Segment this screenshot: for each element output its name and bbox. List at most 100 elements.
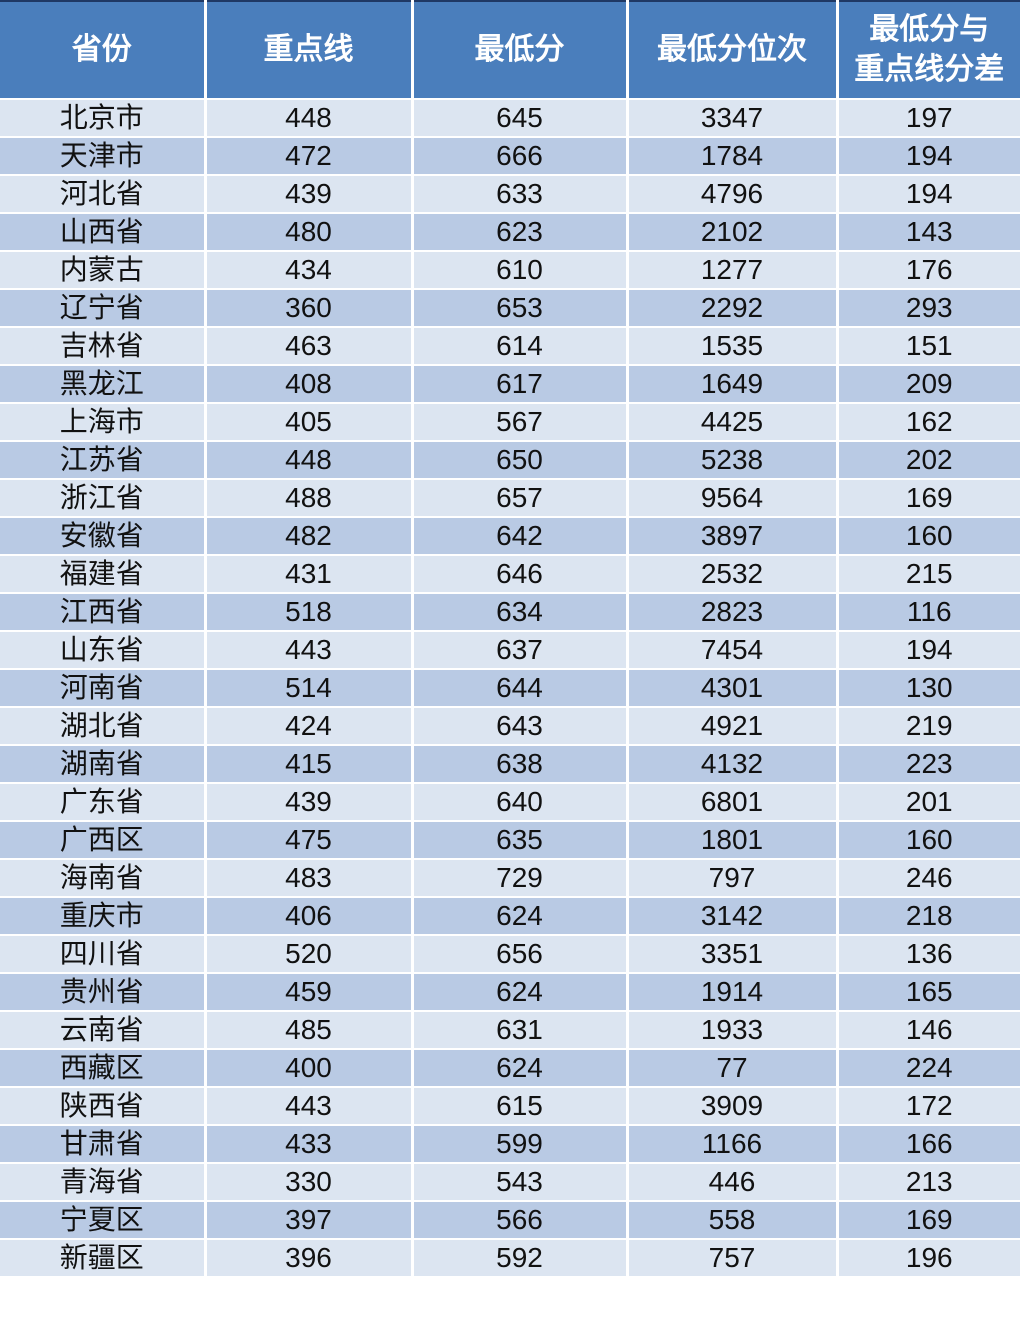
table-row: 宁夏区 397 566 558 169 (0, 1200, 1020, 1240)
score-diff-cell: 169 (835, 478, 1020, 518)
min-score-cell: 543 (410, 1162, 629, 1202)
score-diff-cell: 218 (835, 896, 1020, 936)
province-cell: 吉林省 (0, 326, 207, 366)
table-row: 四川省 520 656 3351 136 (0, 934, 1020, 974)
min-score-cell: 645 (410, 98, 629, 138)
province-cell: 河北省 (0, 174, 207, 214)
min-rank-cell: 1933 (625, 1010, 839, 1050)
min-rank-cell: 4921 (625, 706, 839, 746)
key-line-cell: 448 (203, 98, 414, 138)
score-diff-cell: 224 (835, 1048, 1020, 1088)
table-row: 江苏省 448 650 5238 202 (0, 440, 1020, 480)
province-cell: 宁夏区 (0, 1200, 207, 1240)
min-rank-cell: 757 (625, 1238, 839, 1276)
min-score-cell: 640 (410, 782, 629, 822)
key-line-cell: 330 (203, 1162, 414, 1202)
key-line-cell: 439 (203, 782, 414, 822)
min-rank-cell: 2292 (625, 288, 839, 328)
score-diff-cell: 160 (835, 516, 1020, 556)
table-row: 上海市 405 567 4425 162 (0, 402, 1020, 442)
table-row: 天津市 472 666 1784 194 (0, 136, 1020, 176)
province-cell: 甘肃省 (0, 1124, 207, 1164)
key-line-cell: 463 (203, 326, 414, 366)
key-line-cell: 448 (203, 440, 414, 480)
min-rank-cell: 6801 (625, 782, 839, 822)
score-diff-cell: 194 (835, 630, 1020, 670)
min-rank-cell: 9564 (625, 478, 839, 518)
score-diff-cell: 209 (835, 364, 1020, 404)
score-diff-cell: 213 (835, 1162, 1020, 1202)
score-diff-cell: 116 (835, 592, 1020, 632)
header-min-score: 最低分 (410, 1, 629, 100)
province-cell: 海南省 (0, 858, 207, 898)
min-score-cell: 623 (410, 212, 629, 252)
min-rank-cell: 4425 (625, 402, 839, 442)
score-diff-cell: 176 (835, 250, 1020, 290)
min-score-cell: 646 (410, 554, 629, 594)
province-cell: 天津市 (0, 136, 207, 176)
province-cell: 贵州省 (0, 972, 207, 1012)
score-diff-cell: 223 (835, 744, 1020, 784)
table-row: 陕西省 443 615 3909 172 (0, 1086, 1020, 1126)
key-line-cell: 433 (203, 1124, 414, 1164)
min-rank-cell: 1784 (625, 136, 839, 176)
score-diff-cell: 143 (835, 212, 1020, 252)
min-rank-cell: 3142 (625, 896, 839, 936)
min-rank-cell: 3351 (625, 934, 839, 974)
table-row: 贵州省 459 624 1914 165 (0, 972, 1020, 1012)
province-cell: 湖南省 (0, 744, 207, 784)
min-score-cell: 642 (410, 516, 629, 556)
province-cell: 北京市 (0, 98, 207, 138)
table-row: 江西省 518 634 2823 116 (0, 592, 1020, 632)
min-rank-cell: 4796 (625, 174, 839, 214)
table-row: 福建省 431 646 2532 215 (0, 554, 1020, 594)
key-line-cell: 396 (203, 1238, 414, 1276)
score-diff-cell: 197 (835, 98, 1020, 138)
table-row: 广东省 439 640 6801 201 (0, 782, 1020, 822)
province-cell: 青海省 (0, 1162, 207, 1202)
table-row: 浙江省 488 657 9564 169 (0, 478, 1020, 518)
province-cell: 内蒙古 (0, 250, 207, 290)
province-cell: 江西省 (0, 592, 207, 632)
key-line-cell: 482 (203, 516, 414, 556)
province-cell: 上海市 (0, 402, 207, 442)
province-cell: 重庆市 (0, 896, 207, 936)
min-score-cell: 566 (410, 1200, 629, 1240)
min-rank-cell: 4132 (625, 744, 839, 784)
score-diff-cell: 219 (835, 706, 1020, 746)
key-line-cell: 406 (203, 896, 414, 936)
min-score-cell: 666 (410, 136, 629, 176)
score-diff-cell: 136 (835, 934, 1020, 974)
key-line-cell: 485 (203, 1010, 414, 1050)
min-rank-cell: 5238 (625, 440, 839, 480)
min-score-cell: 633 (410, 174, 629, 214)
table-row: 云南省 485 631 1933 146 (0, 1010, 1020, 1050)
key-line-cell: 472 (203, 136, 414, 176)
min-score-cell: 638 (410, 744, 629, 784)
min-score-cell: 624 (410, 1048, 629, 1088)
score-diff-cell: 246 (835, 858, 1020, 898)
score-diff-cell: 166 (835, 1124, 1020, 1164)
score-diff-cell: 293 (835, 288, 1020, 328)
min-rank-cell: 1166 (625, 1124, 839, 1164)
table-row: 黑龙江 408 617 1649 209 (0, 364, 1020, 404)
header-row: 省份 重点线 最低分 最低分位次 最低分与 重点线分差 (0, 1, 1020, 100)
province-cell: 安徽省 (0, 516, 207, 556)
min-rank-cell: 7454 (625, 630, 839, 670)
min-rank-cell: 2102 (625, 212, 839, 252)
table-row: 青海省 330 543 446 213 (0, 1162, 1020, 1202)
table-row: 北京市 448 645 3347 197 (0, 98, 1020, 138)
key-line-cell: 518 (203, 592, 414, 632)
min-score-cell: 615 (410, 1086, 629, 1126)
table-row: 河南省 514 644 4301 130 (0, 668, 1020, 708)
key-line-cell: 431 (203, 554, 414, 594)
province-cell: 福建省 (0, 554, 207, 594)
min-rank-cell: 77 (625, 1048, 839, 1088)
min-rank-cell: 3347 (625, 98, 839, 138)
key-line-cell: 488 (203, 478, 414, 518)
key-line-cell: 424 (203, 706, 414, 746)
min-score-cell: 624 (410, 972, 629, 1012)
province-cell: 四川省 (0, 934, 207, 974)
header-score-diff: 最低分与 重点线分差 (835, 1, 1020, 100)
